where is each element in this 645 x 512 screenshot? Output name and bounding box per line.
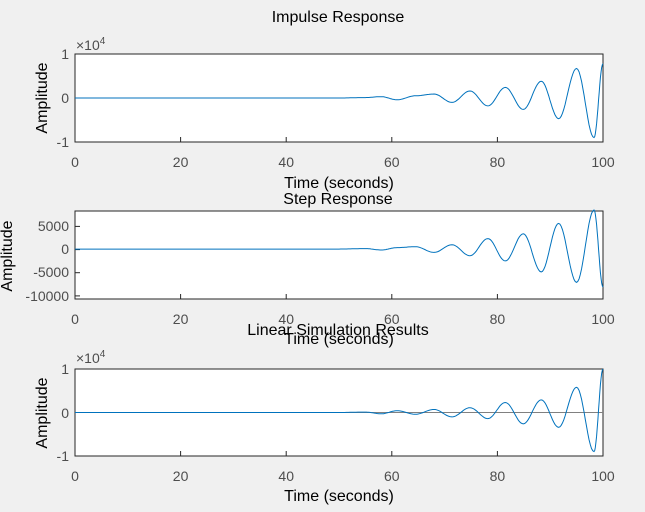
- linear-simulation-xtick-60: 60: [384, 468, 400, 484]
- step-response-xtick-40: 40: [278, 311, 294, 327]
- step-response-ytick-5000: 5000: [38, 218, 69, 234]
- linear-simulation-xtick-0: 0: [71, 468, 79, 484]
- linear-simulation-xtick-40: 40: [278, 468, 294, 484]
- linear-simulation-title: Linear Simulation Results: [247, 322, 428, 339]
- impulse-response-ytick-neg1: -1: [57, 134, 70, 150]
- step-response-ytick-neg10000: -10000: [25, 288, 69, 304]
- impulse-response-ytick-1: 1: [61, 46, 69, 62]
- step-response-y-ticks: 5000 0 -5000 -10000: [25, 218, 80, 304]
- linear-simulation-series-line: [75, 368, 604, 453]
- linear-simulation-xtick-80: 80: [490, 468, 506, 484]
- step-response-xtick-60: 60: [384, 311, 400, 327]
- linear-simulation-xtick-100: 100: [591, 468, 615, 484]
- impulse-response-panel: Impulse Response ×104 1 0 -1 0 20 40 60 …: [34, 9, 615, 192]
- step-response-y-label: Amplitude: [0, 220, 16, 291]
- linear-simulation-panel: Linear Simulation Results ×104 1 0 -1 0 …: [34, 322, 615, 505]
- impulse-response-x-label: Time (seconds): [284, 175, 394, 192]
- linear-simulation-xtick-20: 20: [173, 468, 189, 484]
- step-response-x-label: Time (seconds): [284, 331, 394, 348]
- impulse-response-xtick-100: 100: [591, 154, 615, 170]
- impulse-response-xtick-40: 40: [278, 154, 294, 170]
- impulse-response-ytick-0: 0: [61, 90, 69, 106]
- impulse-response-xtick-80: 80: [490, 154, 506, 170]
- impulse-response-xtick-60: 60: [384, 154, 400, 170]
- step-response-series-line: [75, 209, 604, 288]
- linear-simulation-y-ticks: 1 0 -1: [57, 361, 80, 464]
- step-response-panel: Step Response 5000 0 -5000 -10000 0 20 4…: [0, 191, 615, 348]
- step-response-xtick-20: 20: [173, 311, 189, 327]
- impulse-response-y-label: Amplitude: [34, 62, 51, 133]
- linear-simulation-x-ticks: 0 20 40 60 80 100: [71, 451, 615, 484]
- impulse-response-x-ticks: 0 20 40 60 80 100: [71, 137, 615, 170]
- step-response-xtick-100: 100: [591, 311, 615, 327]
- impulse-response-xtick-20: 20: [173, 154, 189, 170]
- linear-simulation-ytick-0: 0: [61, 405, 69, 421]
- step-response-x-ticks: 0 20 40 60 80 100: [71, 294, 615, 327]
- impulse-response-xtick-0: 0: [71, 154, 79, 170]
- step-response-xtick-0: 0: [71, 311, 79, 327]
- impulse-response-series-line: [75, 63, 604, 139]
- linear-simulation-y-multiplier: ×104: [76, 349, 106, 366]
- step-response-ytick-neg5000: -5000: [33, 264, 69, 280]
- linear-simulation-ytick-1: 1: [61, 361, 69, 377]
- impulse-response-title: Impulse Response: [272, 9, 405, 26]
- linear-simulation-y-label: Amplitude: [34, 377, 51, 448]
- impulse-response-y-multiplier: ×104: [76, 36, 106, 53]
- step-response-title: Step Response: [283, 191, 393, 208]
- linear-simulation-x-label: Time (seconds): [284, 488, 394, 505]
- step-response-plot-area: [74, 210, 604, 300]
- linear-simulation-ytick-neg1: -1: [57, 448, 70, 464]
- step-response-xtick-80: 80: [490, 311, 506, 327]
- step-response-ytick-0: 0: [61, 241, 69, 257]
